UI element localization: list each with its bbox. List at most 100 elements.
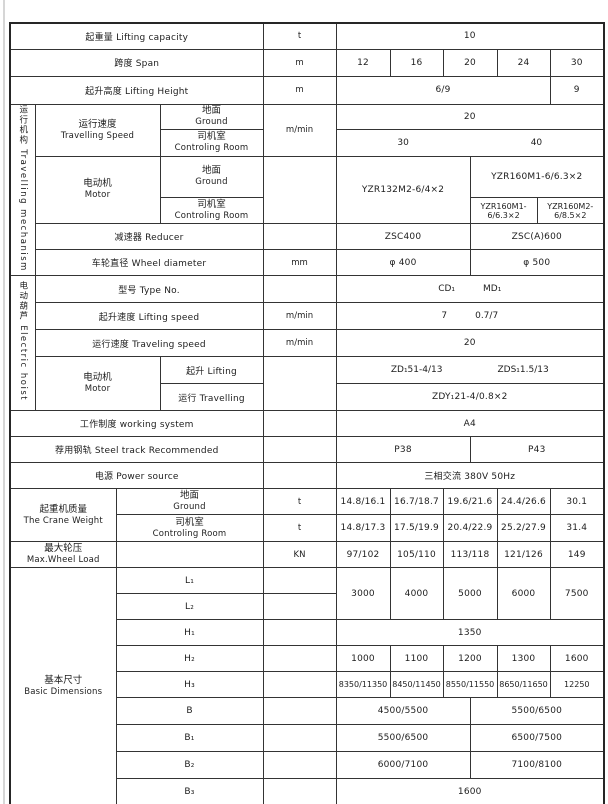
row-hoist-travel-speed: 运行速度 Traveling speed m/min 20 (10, 329, 605, 358)
dim-b2-unit-empty (262, 751, 337, 780)
max-wheel-load-4: 149 (549, 541, 605, 569)
type-no-value-a: CD₁ (438, 284, 456, 295)
dim-b1-name: B₁ (115, 724, 264, 753)
dim-l1-unit-empty (262, 567, 337, 595)
working-system-label: 工作制度 working system (9, 410, 264, 438)
row-max-wheel-load: 最大轮压 Max.Wheel Load KN 97/102 105/110 11… (9, 541, 605, 569)
dim-h2-value-4: 1600 (549, 645, 605, 673)
row-wheel-diameter: 车轮直径 Wheel diameter mm φ 400 φ 500 (10, 249, 605, 277)
steel-track-unit-empty (262, 436, 337, 464)
dim-l-value-1: 4000 (389, 567, 444, 621)
dim-h3-value-3: 8650/11650 (496, 671, 551, 699)
hoist-lifting-speed-values: 7 0.7/7 (335, 302, 605, 331)
dim-h2-value-3: 1300 (496, 645, 551, 673)
lifting-height-unit: m (262, 75, 337, 105)
crane-spec-table: 起重量 Lifting capacity t 10 跨度 Span m 12 1… (9, 22, 606, 804)
dim-h2-value-2: 1200 (442, 645, 498, 673)
dim-b-value-left: 4500/5500 (335, 697, 471, 726)
section-strip-electric-hoist: 电动葫芦 Electric hoist (9, 275, 36, 412)
lifting-capacity-unit: t (262, 22, 337, 50)
dim-b1-value-right: 6500/7500 (469, 724, 605, 753)
max-wheel-load-1: 105/110 (389, 541, 444, 569)
hoist-motor-sub-travelling: 运行 Travelling (159, 383, 264, 412)
page-scan-edge-line (3, 0, 5, 804)
travel-motor-room-sublabel: 司机室 Controling Room (159, 197, 264, 225)
crane-weight-ground-zh: 地面 (180, 490, 200, 502)
row-crane-weight-ground: 起重机质量 The Crane Weight 地面 Ground t 14.8/… (9, 488, 605, 543)
dim-b-unit-empty (262, 697, 337, 726)
dim-b2-value-left: 6000/7100 (335, 751, 471, 780)
dim-h2-name: H₂ (115, 645, 264, 673)
hoist-motor-lifting-value-a: ZD₁51-4/13 (390, 365, 443, 376)
max-wheel-load-sublabel-empty (115, 541, 264, 569)
dim-l-value-0: 3000 (335, 567, 391, 621)
dim-b2-value-right: 7100/8100 (469, 751, 605, 780)
crane-weight-label-zh: 起重机质量 (39, 503, 87, 515)
dim-b2-name: B₂ (115, 751, 264, 780)
dim-h1-name: H₁ (115, 619, 264, 647)
crane-weight-room-sublabel: 司机室 Controling Room (115, 514, 264, 543)
span-value-1: 16 (389, 48, 444, 77)
basic-dimensions-label-en: Basic Dimensions (24, 686, 103, 697)
hoist-lifting-speed-label: 起升速度 Lifting speed (34, 302, 264, 331)
travel-motor-label-zh: 电动机 (83, 178, 112, 190)
row-travel-speed-ground: 运行机构 Travelling mechanism 运行速度 Travellin… (9, 103, 605, 277)
crane-weight-label-en: The Crane Weight (23, 515, 103, 526)
crane-weight-ground-4: 30.1 (549, 488, 605, 516)
power-source-label: 电源 Power source (9, 462, 264, 490)
travel-motor-label-en: Motor (84, 190, 111, 201)
working-system-unit-empty (262, 410, 337, 438)
travel-motor-ground-zh: 地面 (202, 165, 222, 177)
travel-speed-label-en: Travelling Speed (60, 130, 135, 141)
hoist-motor-label: 电动机 Motor (34, 356, 161, 412)
dim-l1-name: L₁ (115, 567, 264, 595)
reducer-label: 减速器 Reducer (34, 223, 264, 251)
section-strip-travelling-mechanism: 运行机构 Travelling mechanism (9, 103, 36, 277)
travel-speed-label-zh: 运行速度 (78, 118, 117, 130)
dim-h3-name: H₃ (115, 671, 264, 699)
max-wheel-load-0: 97/102 (335, 541, 391, 569)
span-unit: m (262, 48, 337, 77)
row-steel-track: 荐用钢轨 Steel track Recommended P38 P43 (9, 436, 605, 464)
travel-motor-value-rb-right: YZR160M2-6/8.5×2 (536, 197, 605, 225)
dim-b1-unit-empty (262, 724, 337, 753)
hoist-motor-unit-empty (262, 356, 337, 412)
row-span: 跨度 Span m 12 16 20 24 30 (9, 48, 605, 77)
crane-weight-ground-1: 16.7/18.7 (389, 488, 444, 516)
crane-weight-room-3: 25.2/27.9 (496, 514, 551, 543)
row-lifting-capacity: 起重量 Lifting capacity t 10 (9, 22, 605, 50)
dim-b-value-right: 5500/6500 (469, 697, 605, 726)
hoist-travel-speed-value: 20 (335, 329, 605, 358)
hoist-motor-label-zh: 电动机 (83, 372, 112, 384)
travel-motor-unit-empty (262, 155, 337, 225)
dim-b3-name: B₃ (115, 778, 264, 804)
crane-weight-ground-unit: t (262, 488, 337, 516)
basic-dimensions-label: 基本尺寸 Basic Dimensions (9, 567, 117, 804)
crane-weight-room-1: 17.5/19.9 (389, 514, 444, 543)
type-no-unit-empty (262, 275, 337, 304)
hoist-lifting-speed-value-a: 7 (441, 311, 448, 322)
travel-speed-room-zh: 司机室 (197, 131, 226, 142)
travel-motor-room-en: Controling Room (174, 211, 249, 222)
travel-motor-ground-sublabel: 地面 Ground (159, 155, 264, 199)
lifting-height-label: 起升高度 Lifting Height (9, 75, 264, 105)
row-dim-l1: 基本尺寸 Basic Dimensions L₁ 3000 4000 5000 … (9, 567, 605, 804)
steel-track-label: 荐用钢轨 Steel track Recommended (9, 436, 264, 464)
travel-motor-label: 电动机 Motor (34, 155, 161, 225)
travelling-mechanism-vertical-label: 运行机构 Travelling mechanism (17, 104, 28, 272)
hoist-motor-label-en: Motor (84, 384, 111, 395)
travel-speed-room-sublabel: 司机室 Controling Room (159, 128, 264, 157)
crane-weight-ground-3: 24.4/26.6 (496, 488, 551, 516)
dim-l-value-2: 5000 (442, 567, 498, 621)
dim-h3-value-2: 8550/11550 (442, 671, 498, 699)
max-wheel-load-label: 最大轮压 Max.Wheel Load (9, 541, 117, 569)
crane-weight-ground-2: 19.6/21.6 (442, 488, 498, 516)
row-dim-h1: H₁ 1350 (10, 619, 605, 647)
dim-h2-value-1: 1100 (389, 645, 444, 673)
row-travel-speed-room: 司机室 Controling Room 30 40 (10, 128, 605, 157)
hoist-travel-speed-label: 运行速度 Traveling speed (34, 329, 264, 358)
travel-motor-value-rb-left: YZR160M1-6/6.3×2 (469, 197, 538, 225)
dim-h3-value-4: 12250 (549, 671, 605, 699)
max-wheel-load-2: 113/118 (442, 541, 498, 569)
crane-weight-ground-en: Ground (173, 502, 206, 513)
